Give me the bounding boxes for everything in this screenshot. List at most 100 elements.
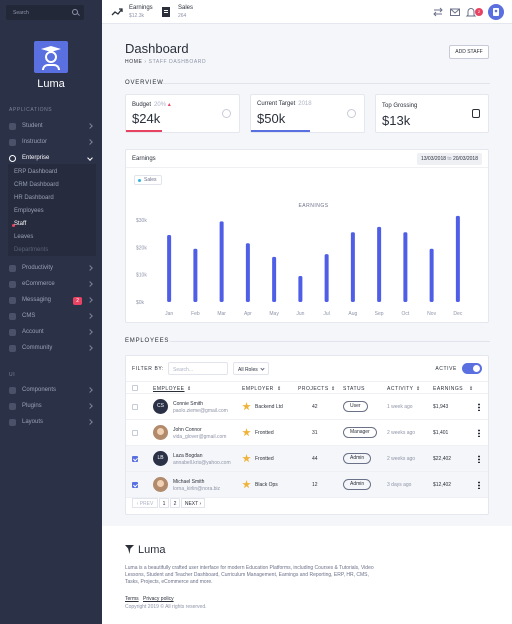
sort-icon[interactable]: ⇕	[277, 386, 282, 392]
x-tick-label: Feb	[191, 311, 200, 317]
sidebar-item-ecommerce[interactable]: eCommerce	[0, 278, 102, 291]
user-avatar[interactable]	[488, 4, 504, 20]
earnings-value: $1,401	[433, 430, 449, 436]
avatar	[153, 477, 168, 492]
date-range-picker[interactable]: 13/03/2018 to 20/03/2018	[416, 153, 482, 165]
sidebar-item-productivity[interactable]: Productivity	[0, 262, 102, 275]
sidebar-item-community[interactable]: Community	[0, 342, 102, 355]
community-icon	[9, 345, 16, 352]
more-vertical-icon[interactable]	[478, 403, 480, 411]
role-select[interactable]: All Roles	[233, 362, 269, 375]
sidebar-item-label: Student	[22, 123, 43, 129]
page-1-button[interactable]: 1	[159, 498, 169, 508]
star-icon	[242, 480, 251, 489]
x-tick-label: May	[269, 311, 279, 317]
budget-title: Budget	[132, 102, 152, 108]
submenu-crm-dashboard[interactable]: CRM Dashboard	[14, 182, 59, 188]
next-page-button[interactable]: NEXT ›	[181, 498, 205, 508]
row-checkbox[interactable]	[132, 456, 138, 462]
legend-dot	[138, 179, 141, 182]
col-employee[interactable]: EMPLOYEE	[153, 386, 185, 392]
cms-icon	[9, 313, 16, 320]
mail-icon[interactable]	[449, 6, 461, 18]
sidebar-item-components[interactable]: Components	[0, 384, 102, 397]
activity-time: 2 weeks ago	[387, 456, 416, 462]
swap-icon[interactable]	[432, 6, 444, 18]
sort-icon[interactable]: ⇕	[469, 386, 474, 392]
table-row[interactable]: LB Laza Bogdan annabell.kris@yahoo.com F…	[126, 446, 488, 472]
col-activity[interactable]: ACTIVITY	[387, 386, 414, 392]
bar-aug	[350, 232, 355, 302]
enterprise-submenu	[8, 164, 96, 256]
more-vertical-icon[interactable]	[478, 429, 480, 437]
table-row[interactable]: CS Connie Smith paolo.zieme@gmail.com Ba…	[126, 394, 488, 420]
sidebar-search[interactable]: Search	[6, 5, 84, 20]
sidebar: Search Luma APPLICATIONS Student Instruc…	[0, 0, 102, 624]
bell-icon[interactable]	[465, 6, 477, 18]
terms-link[interactable]: Terms	[125, 596, 139, 602]
employee-search-input[interactable]: Search...	[168, 362, 228, 375]
bar-feb	[193, 248, 198, 302]
employee-name[interactable]: Laza Bogdan	[173, 453, 203, 459]
sidebar-item-account[interactable]: Account	[0, 326, 102, 339]
chevron-right-icon	[87, 313, 93, 319]
prev-page-button[interactable]: ‹ PREV	[132, 498, 158, 508]
employer-name: Frontted	[255, 456, 274, 462]
sidebar-item-enterprise[interactable]: Enterprise	[0, 152, 102, 165]
x-tick-label: Jun	[296, 311, 304, 317]
x-tick-label: Apr	[244, 311, 252, 317]
activity-time: 1 week ago	[387, 404, 413, 410]
sort-icon[interactable]: ⇕	[187, 386, 192, 392]
budget-value: $24k	[132, 111, 161, 126]
submenu-leaves[interactable]: Leaves	[14, 234, 34, 240]
table-row[interactable]: John Connor vida_glover@gmail.com Frontt…	[126, 420, 488, 446]
privacy-link[interactable]: Privacy policy	[143, 596, 174, 602]
sidebar-item-cms[interactable]: CMS	[0, 310, 102, 323]
x-tick-label: Nov	[427, 311, 436, 317]
page-2-button[interactable]: 2	[170, 498, 180, 508]
date-from: 13/03/2018	[420, 156, 447, 162]
submenu-staff[interactable]: Staff	[14, 221, 27, 227]
col-employer[interactable]: EMPLOYER	[242, 386, 274, 392]
sidebar-item-messaging[interactable]: Messaging 2	[0, 294, 102, 307]
topbar: Earnings $12.3k Sales 264 2	[102, 0, 512, 24]
sidebar-item-student[interactable]: Student	[0, 120, 102, 133]
footer-brand: Luma	[125, 544, 166, 556]
sidebar-item-label: Instructor	[22, 139, 48, 145]
search-icon[interactable]	[72, 9, 78, 15]
employee-name[interactable]: Michael Smith	[173, 479, 205, 485]
chevron-right-icon	[87, 403, 93, 409]
submenu-employees[interactable]: Employees	[14, 208, 44, 214]
sidebar-item-plugins[interactable]: Plugins	[0, 400, 102, 413]
employee-name[interactable]: Connie Smith	[173, 401, 204, 407]
bar-jan	[167, 235, 172, 302]
submenu-departments[interactable]: Departments	[14, 247, 49, 253]
more-vertical-icon[interactable]	[478, 481, 480, 489]
sidebar-item-instructor[interactable]: Instructor	[0, 136, 102, 149]
sidebar-item-layouts[interactable]: Layouts	[0, 416, 102, 429]
col-projects[interactable]: PROJECTS	[298, 386, 329, 392]
employee-email: vida_glover@gmail.com	[173, 434, 227, 440]
select-all-checkbox[interactable]	[132, 385, 138, 391]
row-checkbox[interactable]	[132, 404, 138, 410]
submenu-erp-dashboard[interactable]: ERP Dashboard	[14, 169, 58, 175]
sort-icon[interactable]: ⇕	[416, 386, 421, 392]
table-row[interactable]: Michael Smith lorna_kirlin@nora.biz Blac…	[126, 472, 488, 498]
page-title: Dashboard	[125, 41, 189, 56]
productivity-icon	[9, 265, 16, 272]
employee-name[interactable]: John Connor	[173, 427, 202, 433]
add-staff-button[interactable]: ADD STAFF	[449, 45, 489, 59]
search-input-placeholder[interactable]: Search	[13, 10, 29, 16]
breadcrumb-home[interactable]: HOME	[125, 59, 143, 65]
chart-legend[interactable]: Sales	[134, 175, 162, 185]
more-vertical-icon[interactable]	[478, 455, 480, 463]
footer-description: Luma is a beautifully crafted user inter…	[125, 565, 374, 585]
col-earnings[interactable]: EARNINGS	[433, 386, 464, 392]
row-checkbox[interactable]	[132, 482, 138, 488]
x-tick-label: Oct	[401, 311, 409, 317]
search-placeholder: Search...	[173, 367, 194, 373]
sort-icon[interactable]: ⇕	[331, 386, 336, 392]
active-toggle[interactable]	[462, 363, 482, 374]
row-checkbox[interactable]	[132, 430, 138, 436]
submenu-hr-dashboard[interactable]: HR Dashboard	[14, 195, 54, 201]
